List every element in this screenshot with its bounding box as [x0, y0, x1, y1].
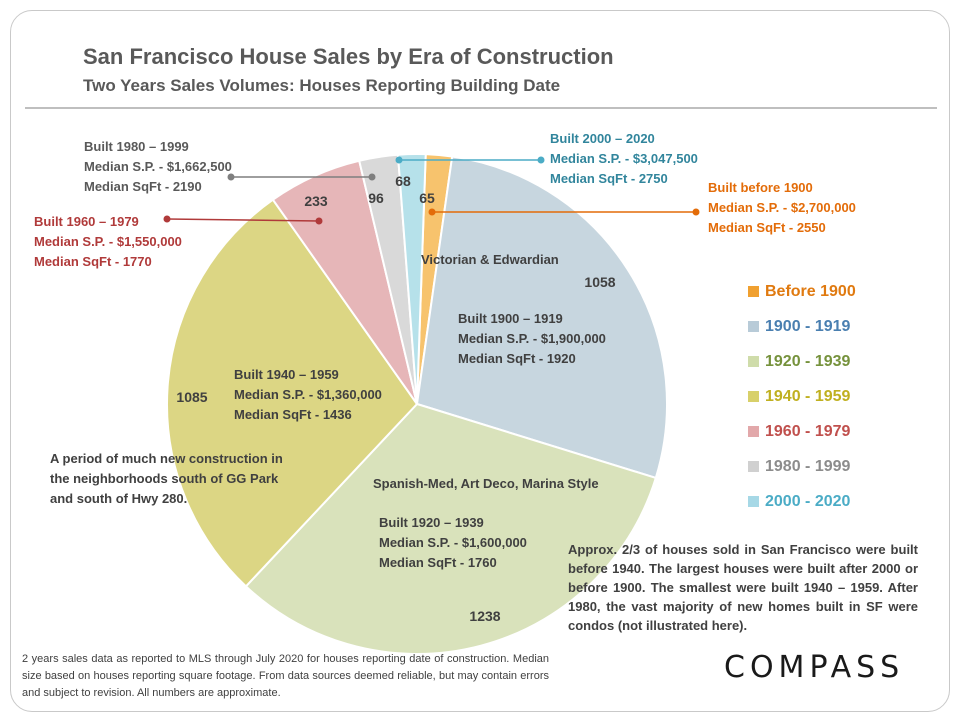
annotation-1960-line2: Median S.P. - $1,550,000 [34, 234, 182, 249]
annotation-1940-note: A period of much new construction in the… [50, 451, 283, 506]
legend-label-1940: 1940 - 1959 [765, 387, 851, 405]
leader-dot-1960-end [315, 217, 323, 225]
annotation-1940-line3: Median SqFt - 1436 [234, 407, 352, 422]
legend-label-1980: 1980 - 1999 [765, 457, 851, 475]
legend-item-1900: 1900 - 1919 [748, 309, 856, 344]
value-label-1980: 96 [368, 190, 384, 206]
annotation-before1900-line1: Built before 1900 [708, 180, 813, 195]
legend-swatch-1960 [748, 426, 759, 437]
annotation-1940: Built 1940 – 1959 Median S.P. - $1,360,0… [234, 365, 382, 425]
annotation-1900-line2: Built 1900 – 1919 [458, 311, 563, 326]
leader-dot-2000-start [395, 156, 403, 164]
value-label-1920: 1238 [469, 608, 500, 624]
legend-label-1960: 1960 - 1979 [765, 422, 851, 440]
legend-label-before1900: Before 1900 [765, 282, 856, 300]
annotation-1920-line3: Median S.P. - $1,600,000 [379, 535, 527, 550]
leader-lines [163, 156, 700, 225]
annotation-2000-line2: Median S.P. - $3,047,500 [550, 151, 698, 166]
legend-item-before1900: Before 1900 [748, 274, 856, 309]
leader-dot-1960-start [163, 215, 171, 223]
footnote: 2 years sales data as reported to MLS th… [22, 653, 549, 699]
annotation-1980-line3: Median SqFt - 2190 [84, 179, 202, 194]
legend-label-2000: 2000 - 2020 [765, 492, 851, 510]
annotation-1920-line4: Median SqFt - 1760 [379, 555, 497, 570]
pie-slice-1920-1939 [244, 402, 658, 655]
legend-item-1960: 1960 - 1979 [748, 414, 856, 449]
annotation-1920-style: Spanish-Med, Art Deco, Marina Style [373, 476, 599, 491]
legend-label-1900: 1900 - 1919 [765, 317, 851, 335]
legend-swatch-before1900 [748, 286, 759, 297]
legend-item-1920: 1920 - 1939 [748, 344, 856, 379]
annotation-1900-line3: Median S.P. - $1,900,000 [458, 331, 606, 346]
legend-item-2000: 2000 - 2020 [748, 484, 856, 519]
chart-title: San Francisco House Sales by Era of Cons… [83, 44, 614, 69]
annotation-1940-line1: Built 1940 – 1959 [234, 367, 339, 382]
pie-slice-1940-1959 [166, 198, 419, 588]
value-label-2000: 68 [395, 173, 411, 189]
leader-dot-2000-end [537, 156, 545, 164]
value-label-1900: 1058 [584, 274, 615, 290]
chart-subtitle: Two Years Sales Volumes: Houses Reportin… [83, 76, 561, 95]
legend-label-1920: 1920 - 1939 [765, 352, 851, 370]
legend-item-1980: 1980 - 1999 [748, 449, 856, 484]
leader-dot-1980-end [368, 173, 376, 181]
compass-logo: COMPASS [724, 650, 905, 685]
pie-slice-2000-2020 [396, 153, 427, 405]
leader-dot-before1900-end [692, 208, 700, 216]
annotation-2000-line3: Median SqFt - 2750 [550, 171, 668, 186]
annotation-2000: Built 2000 – 2020 Median S.P. - $3,047,5… [550, 129, 698, 189]
annotation-1980-line2: Median S.P. - $1,662,500 [84, 159, 232, 174]
legend-swatch-1940 [748, 391, 759, 402]
summary-text: Approx. 2/3 of houses sold in San Franci… [568, 542, 918, 633]
value-labels: 65 1058 1238 1085 233 96 68 [176, 173, 615, 624]
leader-dot-1980-start [227, 173, 235, 181]
leader-dot-before1900-start [428, 208, 436, 216]
value-label-1940: 1085 [176, 389, 207, 405]
annotation-1940-line2: Median S.P. - $1,360,000 [234, 387, 382, 402]
annotation-before1900: Built before 1900 Median S.P. - $2,700,0… [708, 178, 856, 238]
title-divider [25, 107, 937, 109]
annotation-before1900-line3: Median SqFt - 2550 [708, 220, 826, 235]
pie-slices [166, 153, 668, 655]
annotation-1920-line2: Built 1920 – 1939 [379, 515, 484, 530]
annotation-1920: Built 1920 – 1939 Median S.P. - $1,600,0… [379, 513, 527, 573]
pie-slice-1900-1919 [415, 155, 668, 480]
annotation-1900-line4: Median SqFt - 1920 [458, 351, 576, 366]
annotation-1980: Built 1980 – 1999 Median S.P. - $1,662,5… [84, 137, 232, 197]
legend-swatch-2000 [748, 496, 759, 507]
annotation-before1900-line2: Median S.P. - $2,700,000 [708, 200, 856, 215]
annotation-2000-line1: Built 2000 – 2020 [550, 131, 655, 146]
value-label-1960: 233 [304, 193, 328, 209]
annotation-1980-line1: Built 1980 – 1999 [84, 139, 189, 154]
legend-swatch-1900 [748, 321, 759, 332]
chart-legend: Before 1900 1900 - 1919 1920 - 1939 1940… [748, 274, 856, 519]
legend-swatch-1920 [748, 356, 759, 367]
legend-item-1940: 1940 - 1959 [748, 379, 856, 414]
annotation-1960-line1: Built 1960 – 1979 [34, 214, 139, 229]
annotation-1900-style: Victorian & Edwardian [421, 252, 559, 267]
annotation-1900: Built 1900 – 1919 Median S.P. - $1,900,0… [458, 309, 606, 369]
leader-line-1960 [166, 218, 320, 222]
annotation-1960-line3: Median SqFt - 1770 [34, 254, 152, 269]
value-label-before1900: 65 [419, 190, 435, 206]
annotation-1960: Built 1960 – 1979 Median S.P. - $1,550,0… [34, 212, 182, 272]
legend-swatch-1980 [748, 461, 759, 472]
